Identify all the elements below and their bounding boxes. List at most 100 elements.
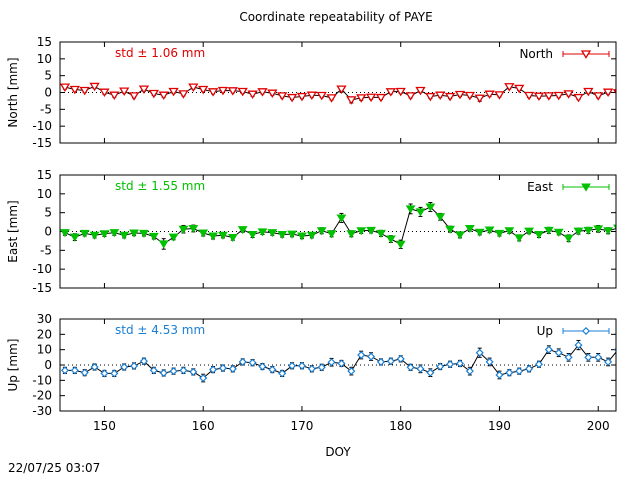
north-panel: 15 10 5 0 -5 -10 -15 North [mm] std ± 1.06 mm Nor…: [6, 35, 617, 150]
east-data-point: [474, 228, 485, 237]
up-data-point: [130, 361, 139, 370]
north-data-point: [227, 87, 238, 96]
up-data-point: [288, 361, 297, 370]
up-data-point: [80, 368, 89, 377]
east-data-point: [69, 233, 80, 242]
x-tick-label: 150: [93, 419, 116, 433]
up-data-point: [465, 367, 474, 376]
up-legend-label: Up: [537, 324, 553, 338]
east-data-point: [563, 234, 574, 243]
up-ytick-label: 20: [37, 327, 52, 341]
up-data-point: [149, 366, 158, 375]
east-data-point: [148, 232, 159, 241]
east-data-point: [484, 226, 495, 235]
north-plot-frame: [59, 41, 617, 144]
east-data-point: [534, 231, 544, 240]
east-data-point: [514, 234, 525, 243]
north-data-point: [504, 83, 515, 92]
north-data-point: [60, 83, 71, 92]
north-data-point: [148, 89, 159, 99]
up-data-point: [357, 350, 366, 360]
x-tick-label: 200: [587, 419, 610, 433]
east-ytick-label: -10: [32, 262, 52, 276]
north-data-point: [296, 92, 308, 102]
up-data-point: [347, 367, 356, 376]
up-data-point: [100, 369, 109, 378]
north-data-point: [543, 92, 554, 101]
east-data-point: [494, 229, 505, 238]
north-series: [60, 82, 616, 105]
up-data-point: [139, 357, 148, 366]
north-data-point: [138, 85, 150, 94]
east-data-point: [306, 231, 317, 240]
north-ytick-label: 5: [44, 69, 52, 83]
up-legend-marker: [581, 326, 591, 336]
up-data-point: [564, 353, 573, 362]
east-data-point: [395, 240, 406, 249]
up-data-point: [376, 357, 386, 366]
up-data-point: [367, 352, 376, 361]
up-y-axis-label: Up [mm]: [6, 339, 20, 392]
north-data-point: [346, 96, 357, 105]
north-data-point: [523, 91, 535, 101]
up-data-point: [544, 345, 553, 354]
north-data-point: [257, 88, 268, 97]
north-data-point: [336, 85, 347, 94]
up-ytick-label: 10: [37, 343, 52, 357]
east-ytick-label: 15: [37, 168, 52, 182]
east-data-point: [415, 208, 426, 217]
up-data-point: [278, 369, 287, 378]
east-data-point: [385, 235, 396, 244]
up-data-point: [416, 364, 425, 373]
up-data-point: [218, 364, 227, 373]
north-data-point: [612, 89, 616, 95]
north-data-point: [207, 88, 219, 97]
up-ytick-label: -10: [32, 373, 52, 387]
east-data-point: [455, 231, 465, 240]
north-ytick-label: 15: [37, 35, 52, 49]
north-data-point: [267, 89, 278, 99]
x-tick-label: 160: [192, 419, 215, 433]
up-data-point: [525, 364, 534, 373]
east-data-point: [218, 231, 228, 240]
up-plot-frame: [59, 318, 617, 412]
north-data-point: [484, 90, 495, 100]
east-data-point: [178, 225, 189, 234]
up-data-point: [248, 358, 257, 367]
east-data-point: [366, 226, 376, 235]
up-data-point: [495, 370, 504, 380]
east-ytick-label: -15: [32, 281, 52, 295]
east-data-point: [198, 229, 209, 238]
east-data-point: [316, 227, 327, 236]
east-ytick-label: 0: [44, 225, 52, 239]
north-data-point: [533, 92, 545, 102]
east-data-point: [326, 230, 337, 239]
up-data-point: [485, 357, 494, 366]
up-data-point: [169, 367, 178, 376]
up-data-point: [396, 354, 405, 363]
north-data-point: [573, 93, 584, 103]
north-ytick-label: -5: [40, 102, 52, 116]
north-data-point: [405, 92, 416, 101]
up-data-point: [574, 341, 583, 350]
east-panel: 15 10 5 0 -5 -10 -15 East [mm] std ± 1.55 mm East: [6, 168, 617, 295]
north-data-point: [454, 90, 466, 100]
up-ytick-label: 30: [37, 312, 52, 326]
up-data-point: [238, 357, 247, 366]
up-data-point: [594, 353, 603, 362]
east-data-point: [60, 229, 70, 238]
east-std-label: std ± 1.55 mm: [115, 179, 205, 193]
east-data-point: [139, 229, 149, 238]
up-std-label: std ± 4.53 mm: [115, 323, 205, 337]
north-ytick-label: -10: [32, 119, 52, 133]
east-data-point: [593, 225, 604, 234]
east-data-point: [425, 203, 436, 212]
north-data-point: [99, 88, 110, 98]
east-series-line: [64, 206, 616, 246]
east-data-point: [524, 227, 534, 236]
up-data-point: [584, 353, 593, 362]
east-legend-label: East: [527, 180, 553, 194]
up-data-point: [475, 348, 484, 357]
